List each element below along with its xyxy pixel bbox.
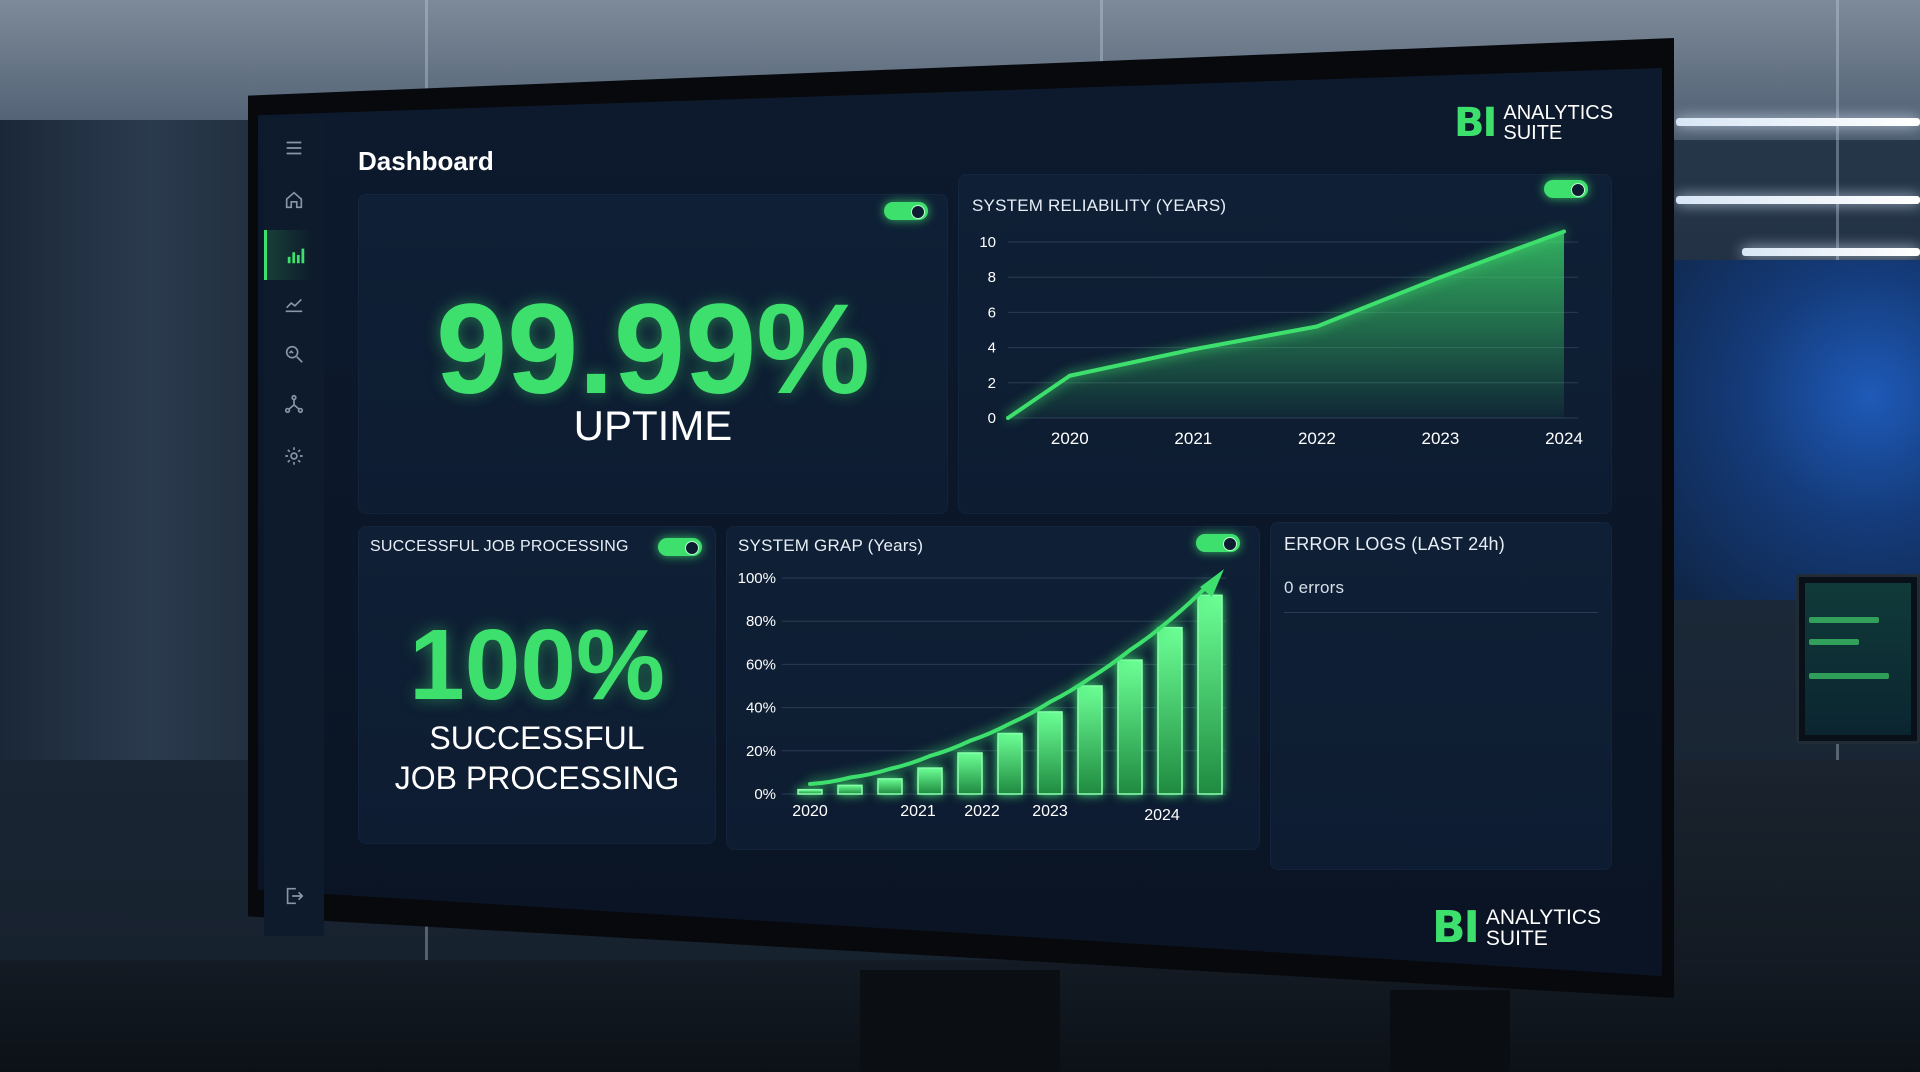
y-tick-label: 2 xyxy=(988,375,996,392)
reliability-chart-title: SYSTEM RELIABILITY (YEARS) xyxy=(972,196,1227,215)
x-tick-label: 2023 xyxy=(1422,429,1460,448)
glass-frame xyxy=(1100,0,1103,70)
brand-mark: BI xyxy=(1454,100,1497,146)
bar xyxy=(957,752,983,795)
area-fill xyxy=(1008,231,1564,418)
uptime-label: UPTIME xyxy=(573,402,733,449)
job-processing-value: 100% xyxy=(409,609,665,721)
error-log-divider xyxy=(1284,612,1598,613)
y-tick-label: 20% xyxy=(746,743,776,760)
y-tick-label: 80% xyxy=(746,613,776,630)
tv-stand xyxy=(1390,990,1510,1072)
home-icon[interactable] xyxy=(276,182,312,218)
y-tick-label: 0% xyxy=(754,786,776,803)
trend-line xyxy=(808,581,1212,786)
system-graph-card: SYSTEM GRAP (Years) 0% 20% 40% 60% 80% 100% 20… xyxy=(726,526,1260,850)
y-tick-label: 6 xyxy=(988,304,996,321)
bar xyxy=(877,778,903,795)
bar xyxy=(1037,711,1063,795)
y-tick-label: 40% xyxy=(746,700,776,717)
bar xyxy=(837,784,863,795)
series-line xyxy=(1006,229,1565,420)
brand-logo-footer: BI ANALYTICS SUITE xyxy=(1432,902,1601,953)
job-processing-title: SUCCESSFUL JOB PROCESSING xyxy=(370,538,629,555)
page-title: Dashboard xyxy=(358,146,494,176)
system-graph-toggle[interactable] xyxy=(1196,534,1240,552)
brand-logo: BI ANALYTICS SUITE xyxy=(1454,100,1613,146)
brand-line1: ANALYTICS xyxy=(1503,102,1614,124)
ceiling-light xyxy=(1742,248,1920,256)
brand-mark: BI xyxy=(1432,902,1480,953)
uptime-card: 99.99% UPTIME xyxy=(358,194,948,514)
y-tick-label: 100% xyxy=(738,570,776,587)
ceiling-light xyxy=(1676,196,1920,204)
background-monitor xyxy=(1796,574,1920,744)
error-logs-title: ERROR LOGS (LAST 24h) xyxy=(1284,534,1505,554)
reliability-area-chart: 0 2 4 6 8 10 2020 2021 2022 2023 2024 xyxy=(979,229,1583,448)
bar xyxy=(997,732,1023,795)
x-tick-label: 2023 xyxy=(1032,803,1068,820)
settings-icon[interactable] xyxy=(276,438,312,474)
x-tick-label: 2024 xyxy=(1144,807,1180,824)
y-tick-label: 10 xyxy=(979,234,996,251)
bar xyxy=(1077,685,1103,795)
bar xyxy=(1157,626,1183,795)
y-tick-label: 0 xyxy=(988,410,996,427)
data-point xyxy=(1314,324,1319,329)
x-tick-label: 2021 xyxy=(1174,429,1212,448)
office-wall-display xyxy=(1670,260,1920,600)
bar-chart-icon[interactable] xyxy=(264,230,312,280)
error-log-entry: 0 errors xyxy=(1284,578,1345,597)
network-icon[interactable] xyxy=(276,386,312,422)
ceiling-light xyxy=(1676,118,1920,126)
x-tick-label: 2020 xyxy=(792,803,828,820)
job-processing-label-2: JOB PROCESSING xyxy=(394,760,680,796)
uptime-toggle[interactable] xyxy=(884,202,928,220)
x-tick-label: 2020 xyxy=(1051,429,1089,448)
bar xyxy=(917,767,943,795)
error-logs-card: ERROR LOGS (LAST 24h) 0 errors xyxy=(1270,522,1612,870)
job-processing-card: SUCCESSFUL JOB PROCESSING 100% SUCCESSFU… xyxy=(358,526,716,844)
system-bar-chart: 0% 20% 40% 60% 80% 100% 2020 2021 2022 2023 2024 xyxy=(738,569,1226,824)
sidebar xyxy=(264,118,324,936)
job-processing-toggle[interactable] xyxy=(658,538,702,556)
y-tick-label: 8 xyxy=(988,269,996,286)
y-tick-label: 4 xyxy=(988,340,996,357)
x-tick-label: 2024 xyxy=(1545,429,1583,448)
data-point xyxy=(1006,416,1010,420)
data-point xyxy=(1067,373,1072,378)
tv-stand xyxy=(860,970,1060,1072)
trend-chart-icon[interactable] xyxy=(276,286,312,322)
trend-arrow-head xyxy=(1200,569,1224,598)
y-tick-label: 60% xyxy=(746,656,776,673)
brand-line2: SUITE xyxy=(1503,122,1563,144)
brand-line1: ANALYTICS xyxy=(1485,905,1602,929)
x-tick-label: 2022 xyxy=(1298,429,1336,448)
bar xyxy=(1117,659,1143,795)
data-point xyxy=(1438,275,1443,280)
x-tick-label: 2021 xyxy=(900,803,936,820)
data-point xyxy=(1562,229,1566,234)
x-tick-label: 2022 xyxy=(964,803,1000,820)
job-processing-label-1: SUCCESSFUL xyxy=(429,720,645,756)
reliability-chart-card: SYSTEM RELIABILITY (YEARS) 0 2 4 6 8 10 2020 20… xyxy=(958,174,1612,514)
search-analytics-icon[interactable] xyxy=(276,336,312,372)
menu-icon[interactable] xyxy=(276,130,312,166)
logout-icon[interactable] xyxy=(276,878,312,914)
system-graph-title: SYSTEM GRAP (Years) xyxy=(738,536,924,555)
bar xyxy=(1197,594,1223,795)
office-window xyxy=(0,120,250,760)
uptime-value: 99.99% xyxy=(435,278,871,421)
bar xyxy=(797,788,823,795)
brand-line2: SUITE xyxy=(1485,926,1548,950)
data-point xyxy=(1191,347,1196,352)
reliability-toggle[interactable] xyxy=(1544,180,1588,198)
